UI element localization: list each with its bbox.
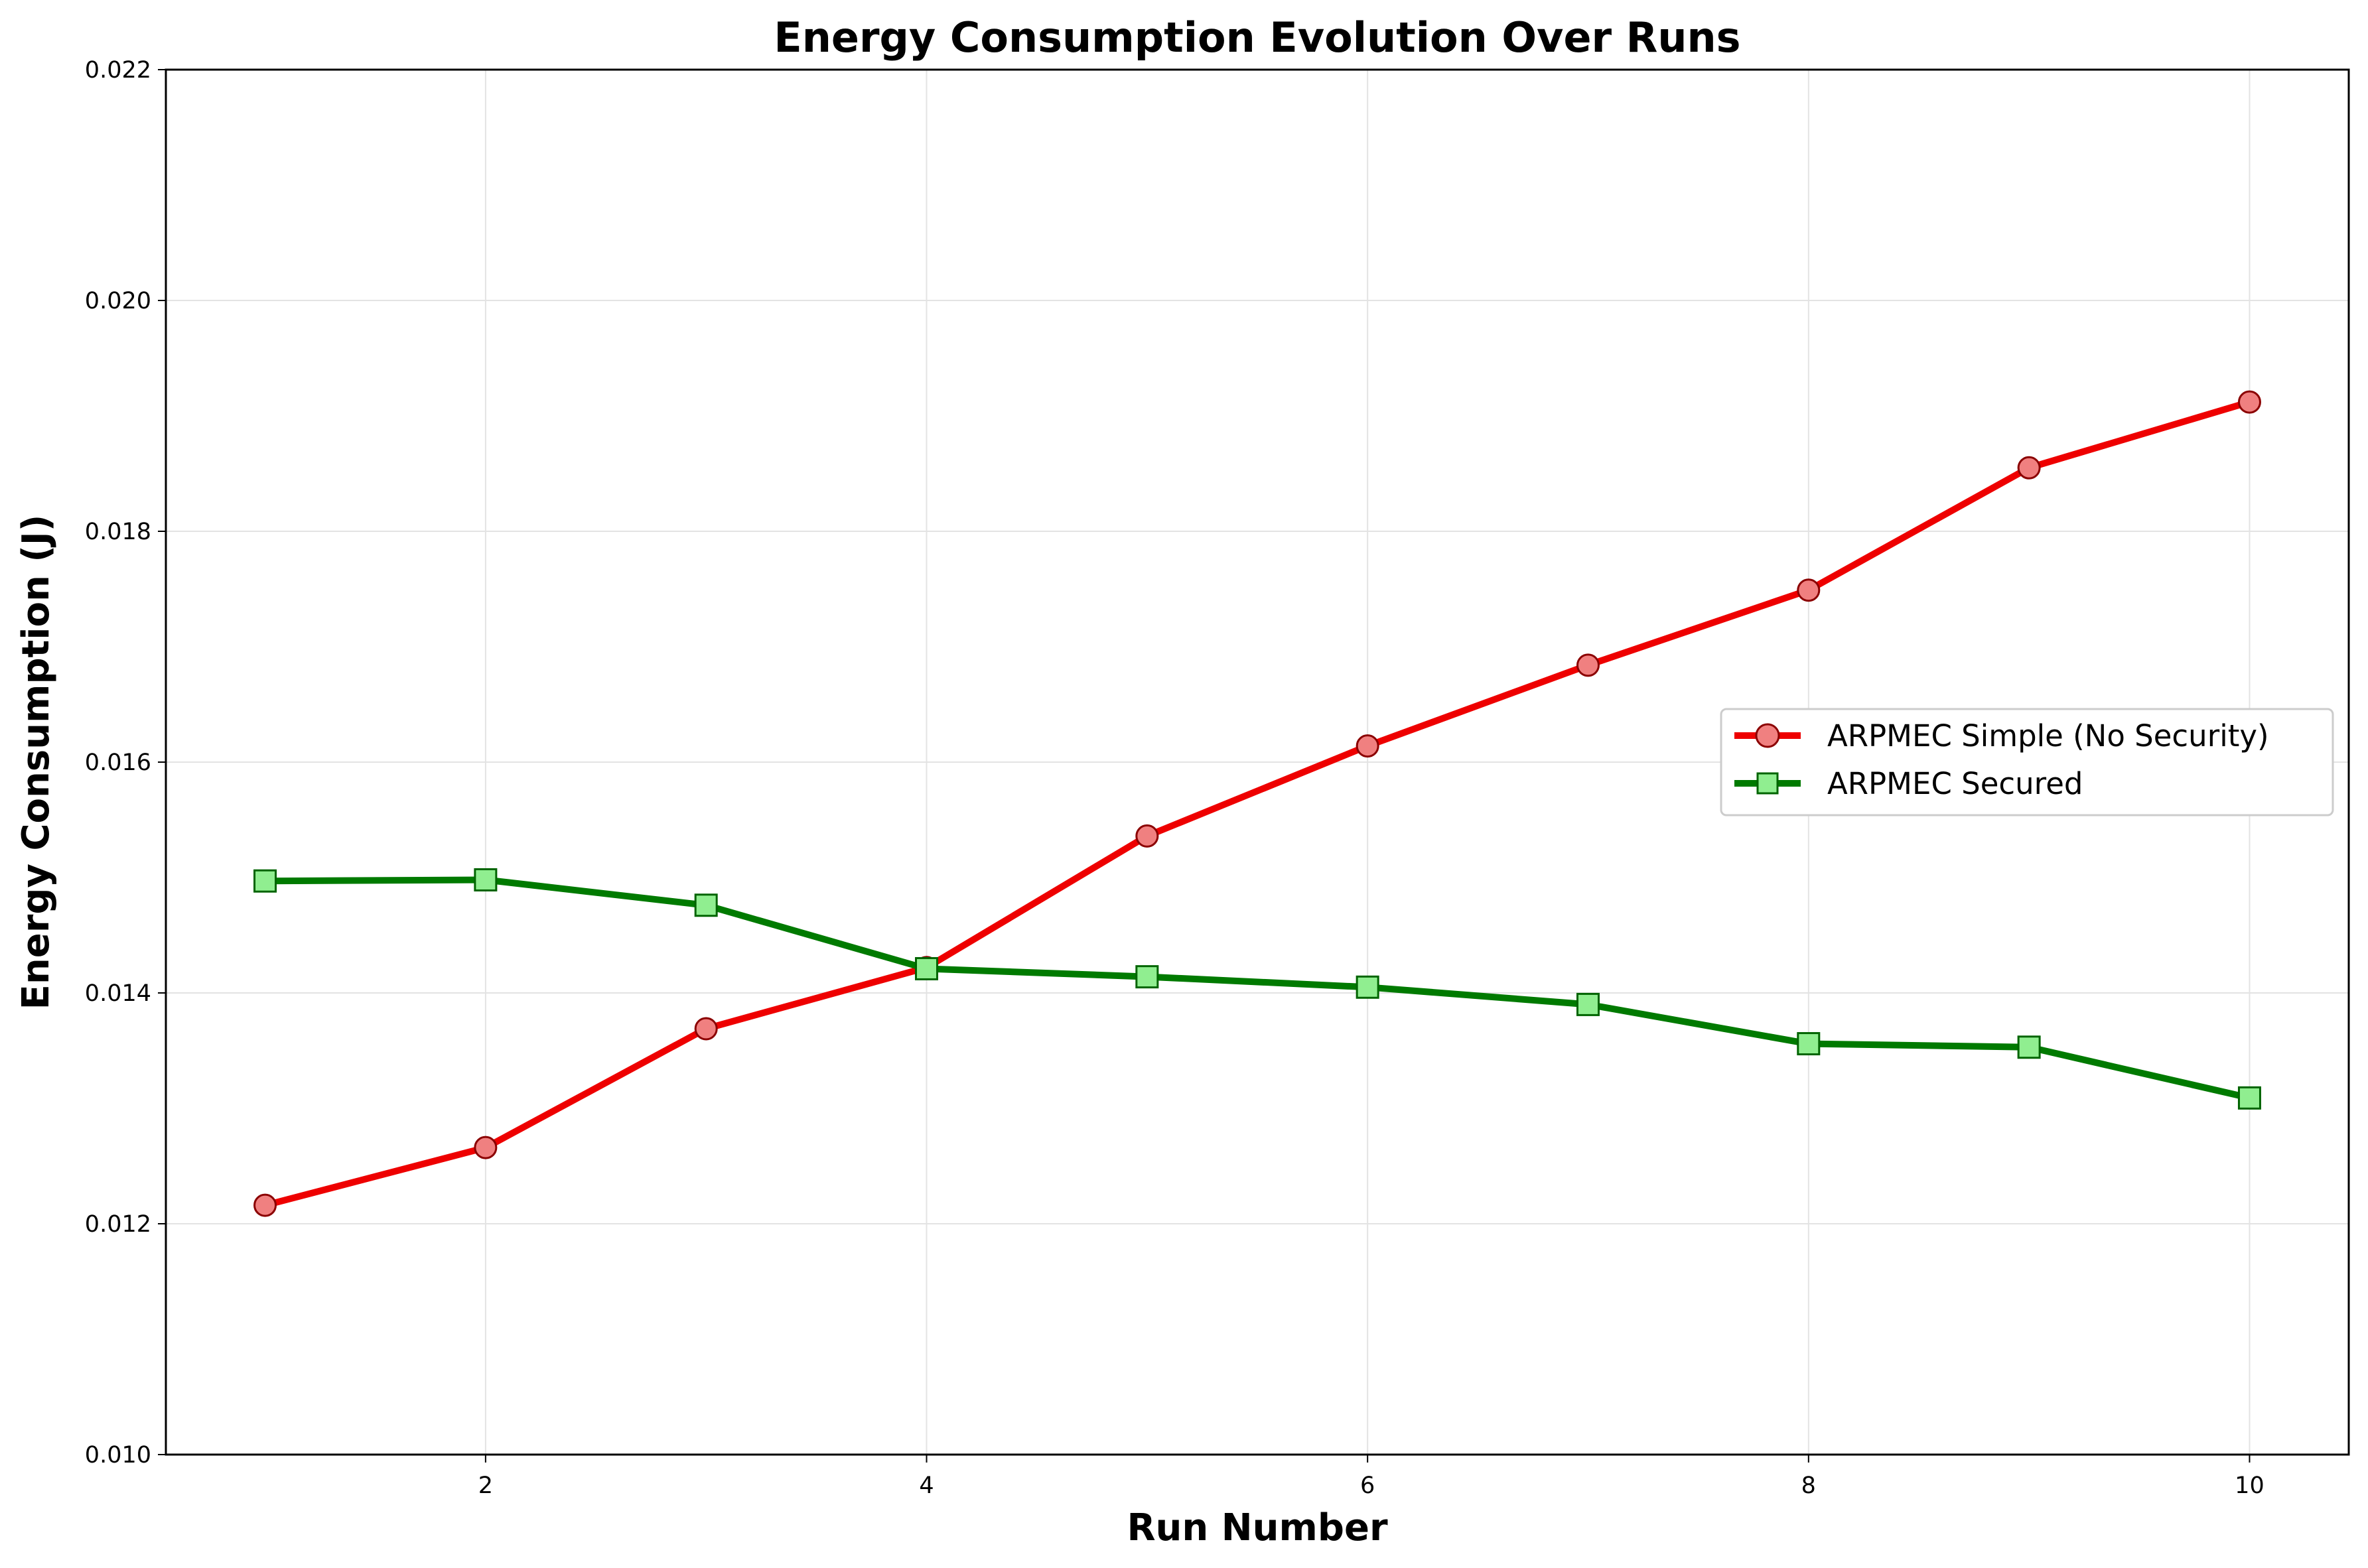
data-point [694, 893, 718, 917]
x-tick-label: 2 [478, 1472, 493, 1499]
data-point [915, 956, 939, 980]
legend-marker-square [1756, 772, 1779, 795]
data-point [1135, 824, 1159, 848]
y-tick-label: 0.010 [85, 1442, 151, 1469]
legend-marker-circle [1755, 723, 1780, 748]
series-line [261, 399, 2253, 1209]
data-point [1135, 965, 1159, 989]
data-point [1797, 1032, 1821, 1056]
chart-title: Energy Consumption Evolution Over Runs [774, 13, 1740, 62]
legend-label-secured: ARPMEC Secured [1827, 766, 2083, 801]
legend-entry-simple: ARPMEC Simple (No Security) [1734, 718, 2269, 753]
legend-frame [1720, 708, 2334, 817]
data-point [2017, 1035, 2041, 1059]
y-tick-label: 0.016 [85, 750, 151, 776]
y-tick-label: 0.014 [85, 980, 151, 1007]
y-tick-label: 0.012 [85, 1211, 151, 1238]
data-point [1576, 653, 1600, 677]
series-2 [253, 868, 2261, 1110]
legend-label-simple: ARPMEC Simple (No Security) [1827, 718, 2269, 753]
data-point [1356, 975, 1379, 999]
data-point [2017, 456, 2041, 480]
x-tick-label: 10 [2235, 1472, 2264, 1499]
data-point [253, 869, 277, 893]
data-point [474, 1136, 498, 1159]
series-1 [253, 390, 2261, 1217]
data-point [694, 1017, 718, 1041]
data-point [253, 1193, 277, 1217]
y-tick-label: 0.018 [85, 519, 151, 545]
legend: ARPMEC Simple (No Security) ARPMEC Secur… [1720, 708, 2334, 817]
y-tick-label: 0.022 [85, 57, 151, 84]
axis-ticks: 2 4 6 8 10 0.010 0.012 0.014 0.016 0.018 0.020 0.02… [85, 57, 2264, 1499]
data-point [1356, 734, 1379, 758]
x-tick-label: 6 [1360, 1472, 1375, 1499]
x-tick-label: 8 [1801, 1472, 1816, 1499]
series-line [261, 876, 2253, 1102]
data-point [2237, 390, 2261, 414]
y-tick-label: 0.020 [85, 288, 151, 314]
data-point [474, 868, 498, 891]
series-group [253, 390, 2261, 1217]
data-point [2237, 1086, 2261, 1110]
grid-lines [166, 69, 2349, 1455]
data-point [1797, 578, 1821, 602]
x-axis-title: Run Number [1127, 1506, 1388, 1549]
legend-entry-secured: ARPMEC Secured [1734, 766, 2083, 801]
data-point [1576, 992, 1600, 1016]
x-tick-label: 4 [919, 1472, 934, 1499]
y-axis-title: Energy Consumption (J) [15, 515, 58, 1010]
